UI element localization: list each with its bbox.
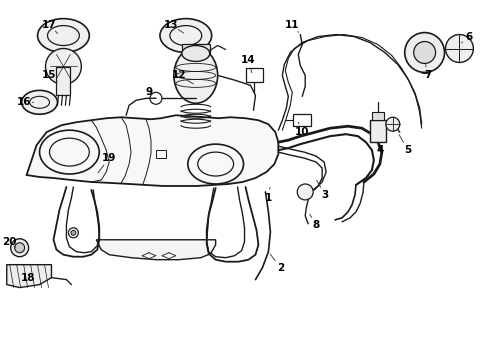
Text: 17: 17 (42, 19, 57, 30)
Ellipse shape (414, 41, 436, 63)
Bar (370, 120, 386, 142)
Text: 14: 14 (241, 55, 256, 66)
Ellipse shape (445, 35, 473, 62)
Bar (294, 114, 311, 126)
Text: 3: 3 (321, 190, 329, 200)
Ellipse shape (71, 230, 76, 235)
Text: 16: 16 (16, 97, 31, 107)
Bar (56, 67, 71, 95)
Ellipse shape (11, 239, 28, 257)
Text: 5: 5 (404, 145, 411, 155)
Text: 18: 18 (21, 273, 35, 283)
Text: 6: 6 (466, 32, 473, 41)
Ellipse shape (188, 144, 244, 184)
Ellipse shape (386, 117, 400, 131)
Text: 15: 15 (42, 71, 57, 80)
Text: 4: 4 (376, 145, 384, 155)
Bar (372, 112, 384, 120)
Text: 7: 7 (424, 71, 431, 80)
Ellipse shape (15, 243, 24, 253)
Bar (182, 44, 210, 54)
Ellipse shape (46, 49, 81, 84)
Ellipse shape (22, 90, 57, 114)
Text: 19: 19 (102, 153, 117, 163)
Ellipse shape (38, 19, 89, 53)
Polygon shape (96, 240, 216, 260)
Text: 20: 20 (2, 237, 17, 247)
Ellipse shape (182, 45, 210, 62)
Ellipse shape (160, 19, 212, 53)
Ellipse shape (174, 48, 218, 103)
Text: 11: 11 (285, 19, 299, 30)
Text: 10: 10 (295, 127, 310, 137)
Ellipse shape (405, 32, 444, 72)
Text: 9: 9 (146, 87, 152, 97)
Text: 12: 12 (172, 71, 186, 80)
Text: 2: 2 (277, 263, 284, 273)
Polygon shape (26, 115, 278, 186)
Polygon shape (7, 265, 51, 288)
Bar (245, 68, 264, 82)
Text: 13: 13 (164, 19, 178, 30)
Text: 8: 8 (313, 220, 320, 230)
Text: 1: 1 (265, 193, 272, 203)
Ellipse shape (297, 184, 313, 200)
Ellipse shape (40, 130, 99, 174)
